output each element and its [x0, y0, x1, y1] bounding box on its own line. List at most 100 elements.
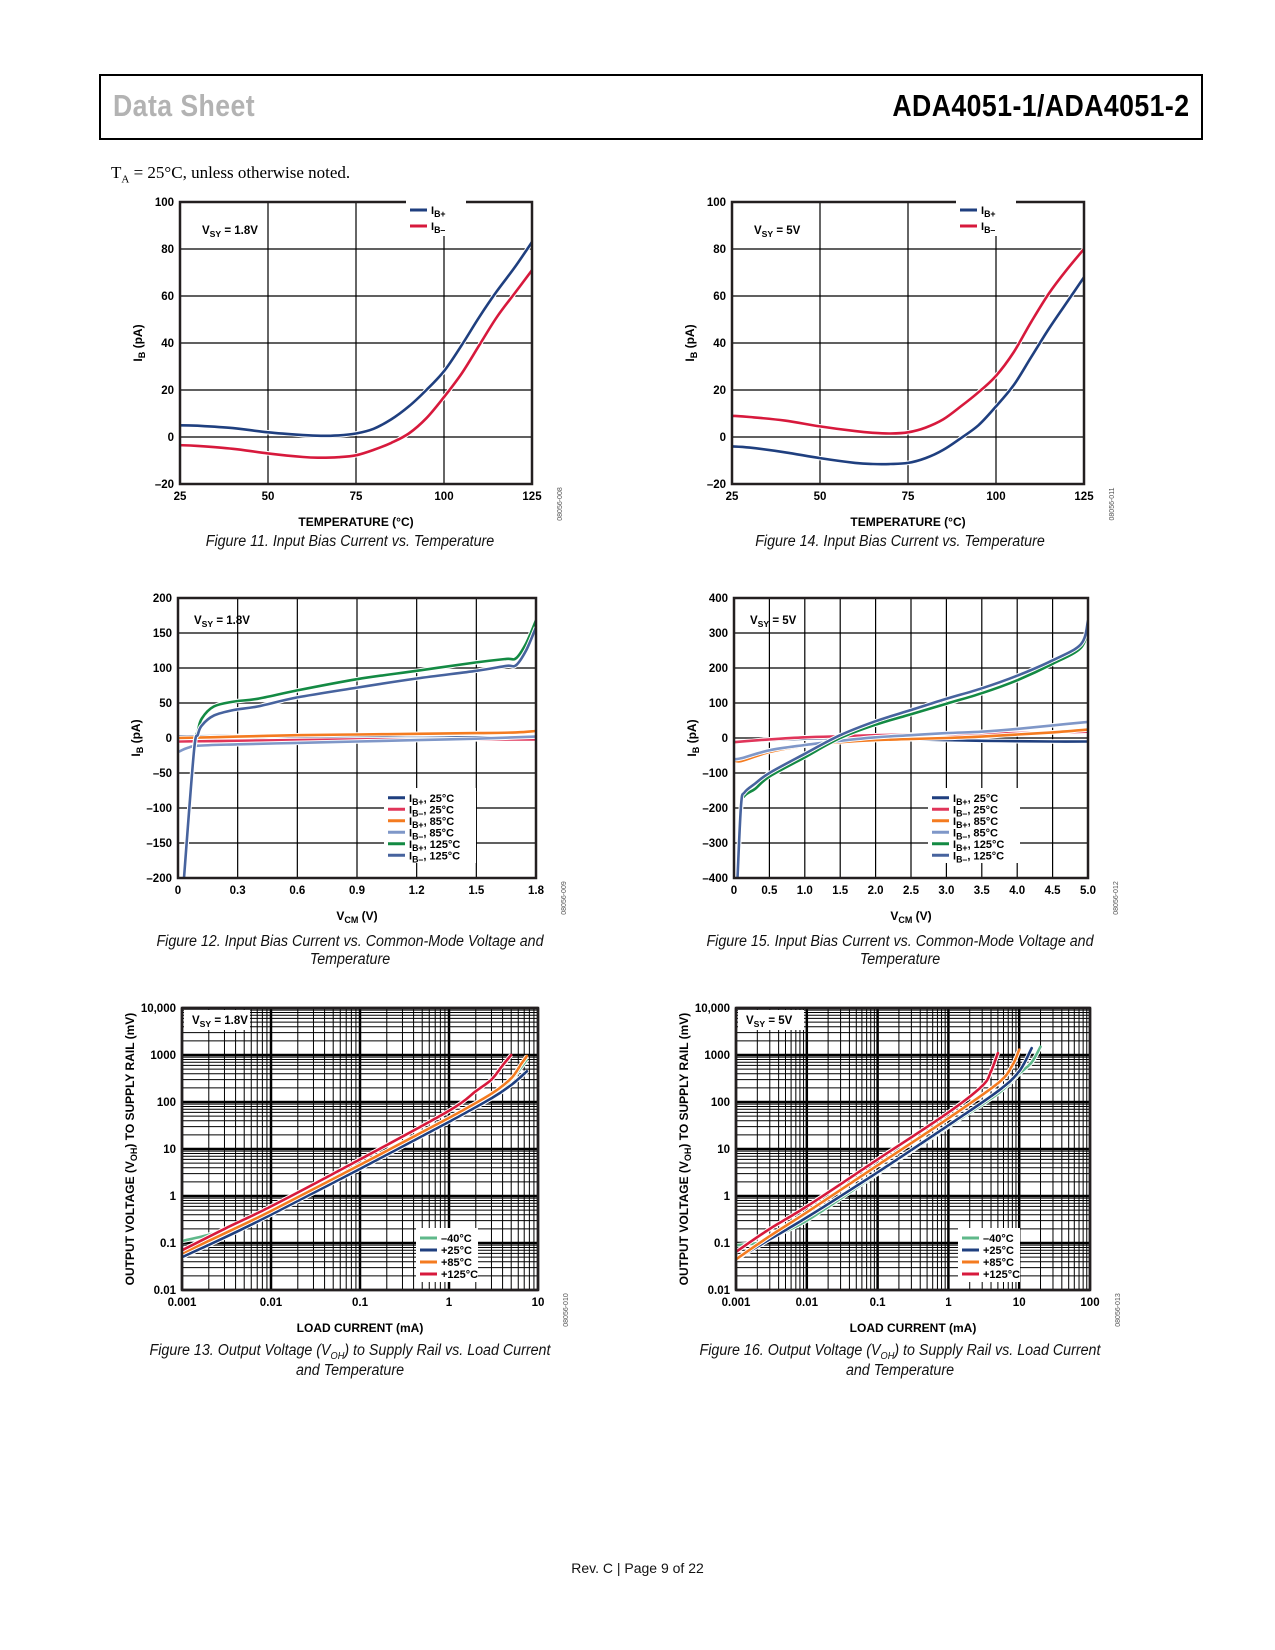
fig11-series	[180, 240, 532, 460]
figure-16: 0.001 0.01 0.1 1 10 100 0.01 0.1 1 10 100 1000 10,00…	[670, 1000, 1130, 1335]
y-tick-label: 1000	[150, 1050, 176, 1062]
x-tick-label: 0	[175, 885, 181, 897]
series-line--40-c	[736, 1045, 1042, 1247]
series-line--25-c	[182, 1070, 529, 1259]
x-tick-label: 75	[350, 491, 363, 503]
series-line-i-b-125-c	[182, 626, 536, 878]
fig13-legend: –40°C+25°C+85°C+125°C	[416, 1228, 478, 1282]
figure-16-caption-sub: OH	[880, 1351, 895, 1363]
figure-14: 25 50 75 100 125 –20 0 20 40 60 80 100 TEMPERATURE (…	[670, 190, 1130, 535]
annotation-text: VSY = 5V	[754, 225, 801, 239]
legend-label: +125°C	[983, 1269, 1020, 1281]
x-tick-label: 25	[726, 491, 739, 503]
legend-label: +25°C	[983, 1245, 1014, 1257]
figure-13-caption-sub: OH	[330, 1351, 345, 1363]
series-halo-4	[735, 625, 1088, 878]
y-tick-label: 10	[163, 1144, 176, 1156]
vsy-annotation: VSY = 5V	[754, 225, 801, 239]
x-axis-label: LOAD CURRENT (mA)	[297, 1321, 424, 1335]
x-tick-label: 5.0	[1080, 885, 1096, 897]
legend-label: +125°C	[441, 1269, 478, 1281]
series-line-i-b-	[180, 268, 532, 459]
annotation-text: VSY = 1.8V	[192, 1015, 248, 1029]
fig14-plot-frame	[730, 200, 1086, 486]
legend-label: IB+	[981, 205, 996, 219]
y-tick-label: 20	[161, 385, 174, 397]
fig16-series	[736, 1045, 1043, 1262]
y-tick-label: –400	[702, 873, 728, 885]
y-axis-label: OUTPUT VOLTAGE (VOH) TO SUPPLY RAIL (mV)	[677, 1013, 693, 1286]
y-tick-label: 50	[159, 698, 172, 710]
x-tick-label: 0.9	[349, 885, 365, 897]
conditions-prefix: T	[111, 163, 122, 182]
fig14-grid	[731, 201, 1085, 485]
annotation-text: VSY = 1.8V	[202, 225, 258, 239]
y-tick-label: –20	[155, 479, 174, 491]
fig16-svg: 0.001 0.01 0.1 1 10 1000.010.1110100100010,00…	[677, 1003, 1122, 1335]
series-line-i-b-125-c	[736, 624, 1088, 878]
figure-16-caption-line2: and Temperature	[845, 1362, 955, 1380]
figure-16-caption: Figure 16. Output Voltage (VOH) to Suppl…	[679, 1342, 1121, 1380]
series-line--125-c	[736, 1051, 1000, 1254]
y-tick-label: 60	[713, 291, 726, 303]
fig14-svg: 25 50 75 100 125 –20 0 20 40 60 80 100 TEMPERATURE (…	[683, 197, 1116, 529]
x-tick-label: 2.5	[903, 885, 920, 897]
x-tick-label: 100	[434, 491, 453, 503]
y-tick-label: 300	[709, 628, 728, 640]
fig15-series	[734, 619, 1088, 878]
y-tick-label: –100	[702, 768, 728, 780]
vsy-annotation: VSY = 1.8V	[184, 1010, 250, 1030]
figure-14-caption: Figure 14. Input Bias Current vs. Temper…	[755, 533, 1045, 550]
y-axis-label: IB (pA)	[129, 719, 145, 756]
series-halo-4	[181, 619, 536, 878]
y-tick-label: 100	[155, 197, 174, 209]
legend-label: IB+, 85°C	[409, 816, 454, 830]
y-tick-label: –50	[153, 768, 172, 780]
vsy-annotation: VSY = 1.8V	[202, 225, 258, 239]
y-tick-label: 10,000	[695, 1003, 730, 1015]
y-tick-label: 0	[720, 432, 726, 444]
fig12-legend: IB+, 25°CIB–, 25°CIB+, 85°CIB–, 85°CIB+,…	[384, 788, 476, 864]
y-tick-label: –300	[702, 838, 728, 850]
x-tick-label: 1.5	[832, 885, 849, 897]
y-tick-label: –200	[702, 803, 728, 815]
fig13-plot-frame	[180, 1006, 540, 1292]
y-tick-label: 100	[157, 1097, 176, 1109]
y-tick-label: 10,000	[141, 1003, 176, 1015]
conditions-subscript: A	[121, 173, 130, 186]
header-left-title: Data Sheet	[113, 88, 256, 123]
annotation-text: VSY = 5V	[750, 615, 797, 629]
x-tick-label: 0.5	[761, 885, 778, 897]
series-halo-0	[736, 1045, 1043, 1248]
figure-12-caption: Figure 12. Input Bias Current vs. Common…	[156, 933, 544, 968]
legend-label: IB–, 125°C	[409, 850, 460, 864]
figure-code: 08056-011	[1109, 487, 1116, 520]
legend-label: –40°C	[983, 1233, 1014, 1245]
legend-label: IB+, 25°C	[409, 793, 454, 807]
legend-label: IB–, 85°C	[953, 827, 998, 841]
y-axis-label: IB (pA)	[683, 324, 699, 361]
fig16-legend: –40°C+25°C+85°C+125°C	[958, 1228, 1020, 1282]
fig15-svg: 0 0.5 1.0 1.5 2.0 2.5 3.0 3.5 4.0 4.5 5.0 –400 –300 –…	[685, 593, 1120, 925]
x-tick-label: 0.1	[870, 1297, 887, 1309]
fig12-plot-frame	[176, 596, 538, 880]
y-tick-label: 0.01	[154, 1285, 177, 1297]
legend-label: IB–, 25°C	[953, 804, 998, 818]
series-line--40-c	[182, 1058, 529, 1243]
y-tick-label: 0.1	[160, 1238, 177, 1250]
fig11-svg: 25 50 75 100 125 –20 0 20 40 60 80 100 TEMPERATURE (…	[131, 197, 564, 529]
figure-code: 08056-012	[1113, 881, 1120, 915]
page-footer: Rev. C | Page 9 of 22	[571, 1560, 704, 1576]
x-tick-label: 0.6	[289, 885, 305, 897]
y-tick-label: –200	[146, 873, 172, 885]
x-axis-label: LOAD CURRENT (mA)	[850, 1321, 977, 1335]
y-tick-label: 100	[709, 698, 728, 710]
y-tick-label: 200	[709, 663, 728, 675]
x-axis-label: VCM (V)	[890, 909, 931, 925]
y-tick-label: 20	[713, 385, 726, 397]
x-tick-label: 1.5	[468, 885, 485, 897]
y-tick-label: –100	[146, 803, 172, 815]
legend-background	[406, 198, 466, 236]
y-axis-label: IB (pA)	[685, 719, 701, 756]
series-halo-5	[181, 626, 536, 878]
